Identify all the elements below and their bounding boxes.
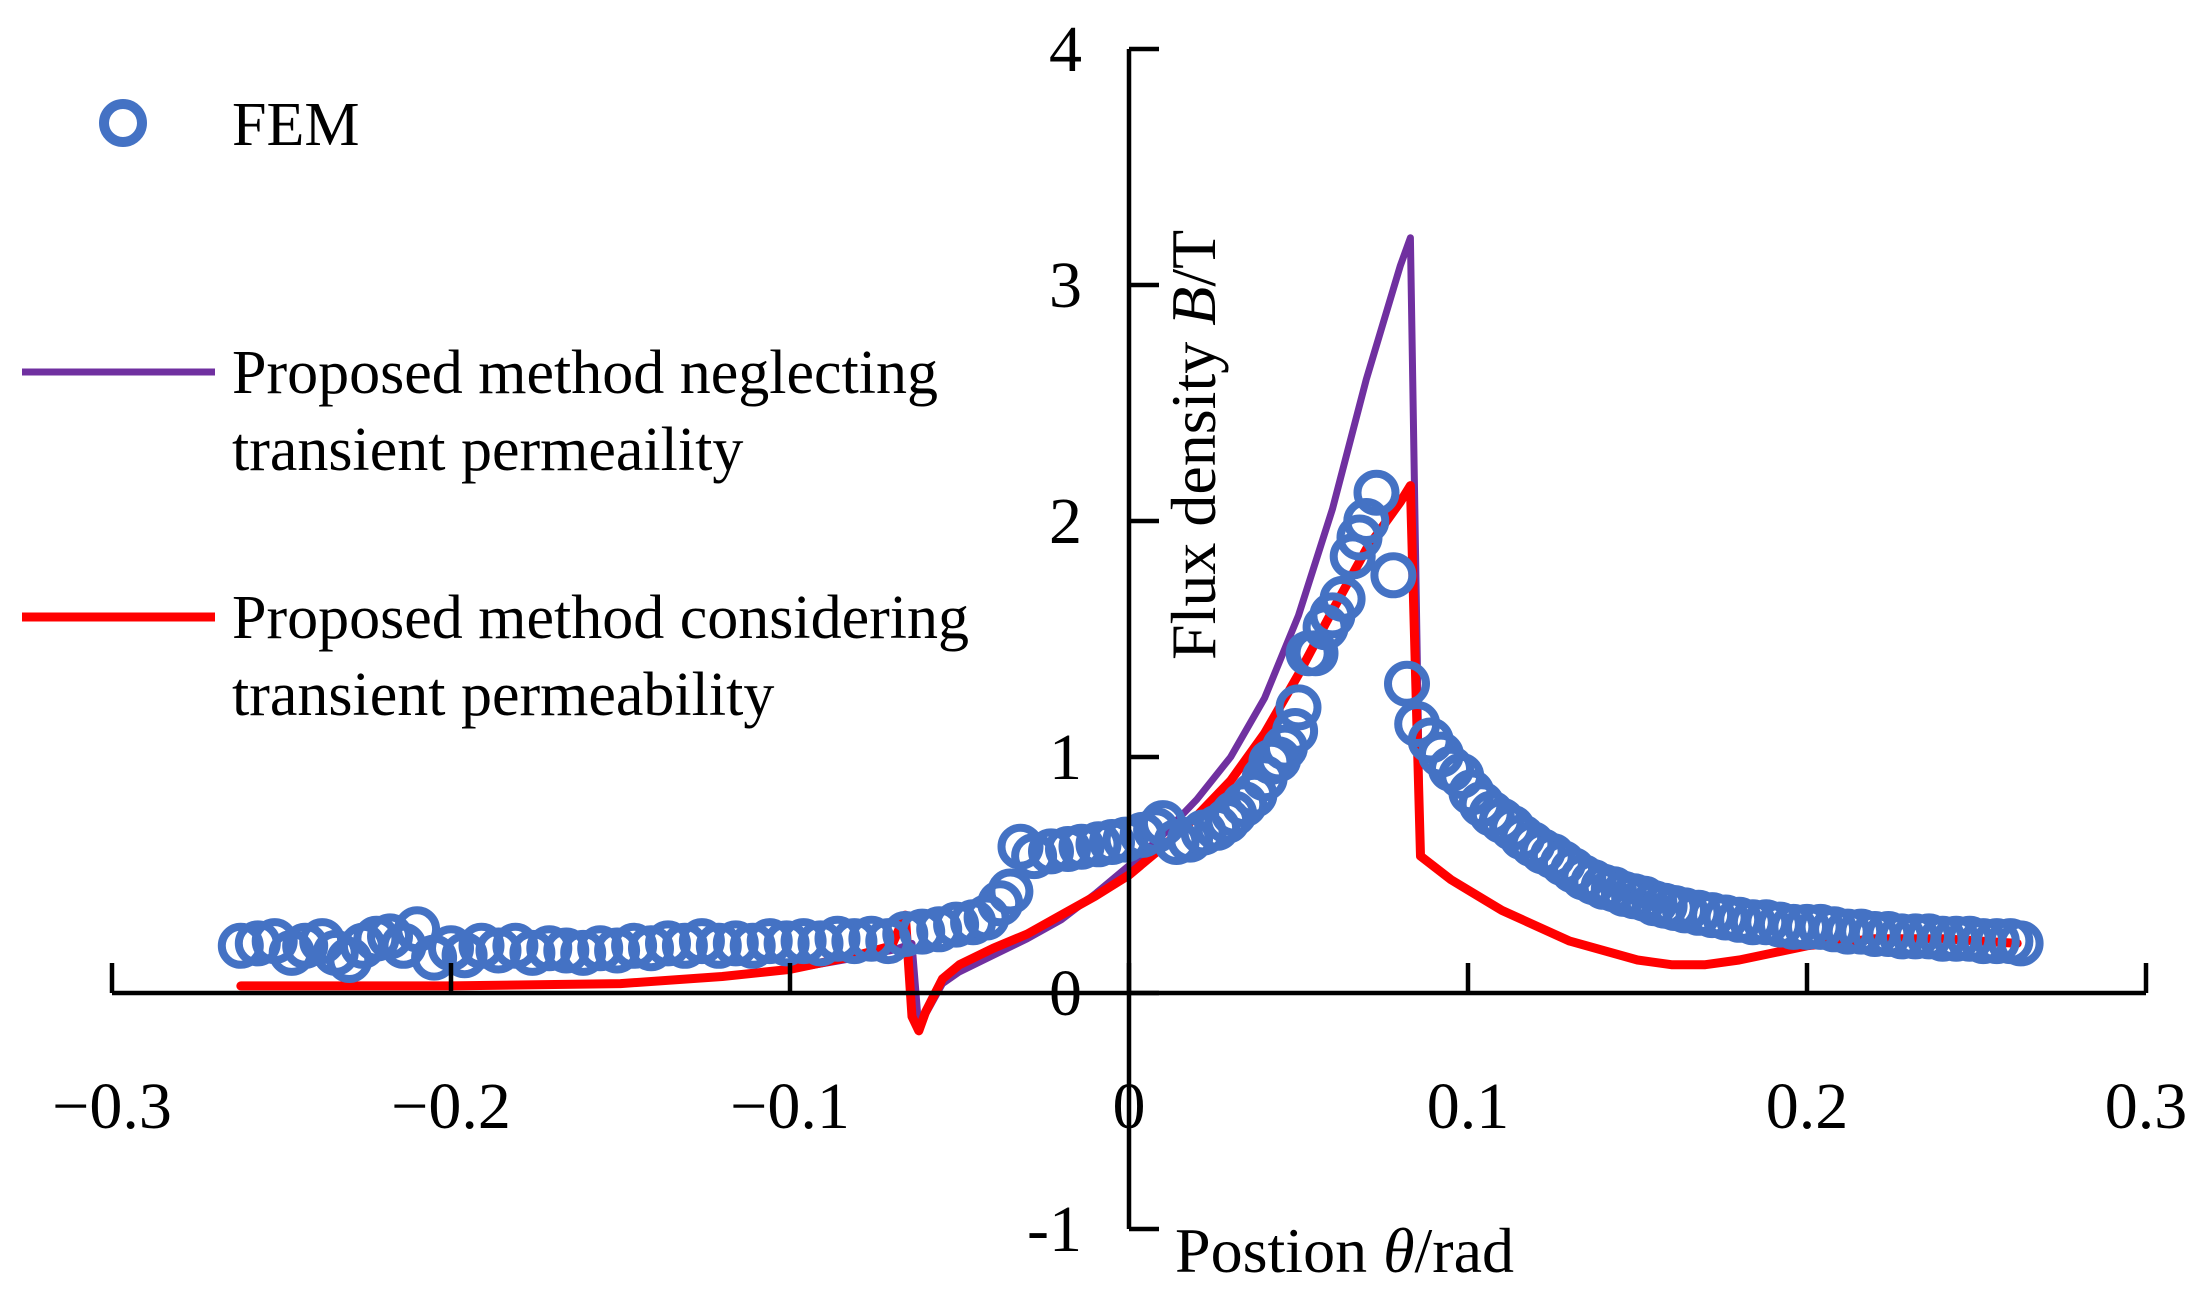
x-tick-label: 0: [1113, 1070, 1146, 1143]
fem-point: [987, 868, 1034, 915]
fem-point: [1272, 708, 1319, 754]
fem-point: [1353, 469, 1400, 516]
fem-point: [1319, 575, 1366, 622]
fem-point: [1384, 660, 1430, 707]
legend-neglecting-label-line1: Proposed method neglecting: [232, 339, 938, 407]
x-tick-label: −0.2: [391, 1070, 511, 1143]
fem-point: [1997, 920, 2044, 967]
fem-markers: [217, 469, 2044, 983]
fem-point: [831, 918, 878, 965]
legend-considering-label-line2: transient permeability: [232, 661, 774, 729]
fem-point: [695, 922, 742, 969]
fem-point: [1292, 630, 1339, 677]
fem-point: [1275, 684, 1322, 731]
x-tick-label: 0.3: [2105, 1070, 2188, 1143]
x-axis-title: Postion θ/rad: [1175, 1215, 1514, 1286]
fem-point: [1343, 498, 1390, 544]
fem-point: [763, 920, 810, 967]
y-tick-label: 4: [1049, 13, 1082, 86]
legend-entry-neglecting: Proposed method neglecting transient per…: [22, 339, 938, 484]
x-tick-label: 0.2: [1766, 1070, 1849, 1143]
x-tick-label: −0.1: [730, 1070, 850, 1143]
y-axis-title: Flux density B/T: [1158, 230, 1229, 660]
legend: FEM Proposed method neglecting transient…: [22, 91, 969, 729]
y-tick-label: 3: [1049, 249, 1082, 322]
y-tick-label: 2: [1049, 485, 1082, 558]
y-tick-label: 1: [1049, 721, 1082, 794]
legend-fem-marker: [99, 99, 147, 147]
x-tick-label: −0.3: [52, 1070, 172, 1143]
legend-considering-label-line1: Proposed method considering: [232, 584, 969, 652]
fem-point: [977, 880, 1024, 927]
fem-point: [814, 915, 861, 962]
legend-entry-considering: Proposed method considering transient pe…: [22, 584, 969, 729]
fem-point: [746, 918, 793, 965]
fem-point: [933, 901, 980, 948]
y-tick-label: -1: [1027, 1193, 1082, 1266]
x-tick-label: 0.1: [1427, 1070, 1510, 1143]
legend-fem-label: FEM: [232, 91, 359, 159]
fem-point: [1973, 918, 2020, 965]
ticks: −0.3 −0.2 −0.1 0 0.1 0.2 0.3 -1 0 1 2 3 4: [52, 13, 2187, 1266]
fem-point: [1370, 552, 1417, 599]
legend-neglecting-label-line2: transient permeaility: [232, 416, 743, 484]
legend-entry-fem: FEM: [99, 91, 359, 159]
fem-point: [1028, 828, 1074, 875]
fem-point: [1058, 823, 1105, 870]
y-tick-label: 0: [1049, 957, 1082, 1030]
